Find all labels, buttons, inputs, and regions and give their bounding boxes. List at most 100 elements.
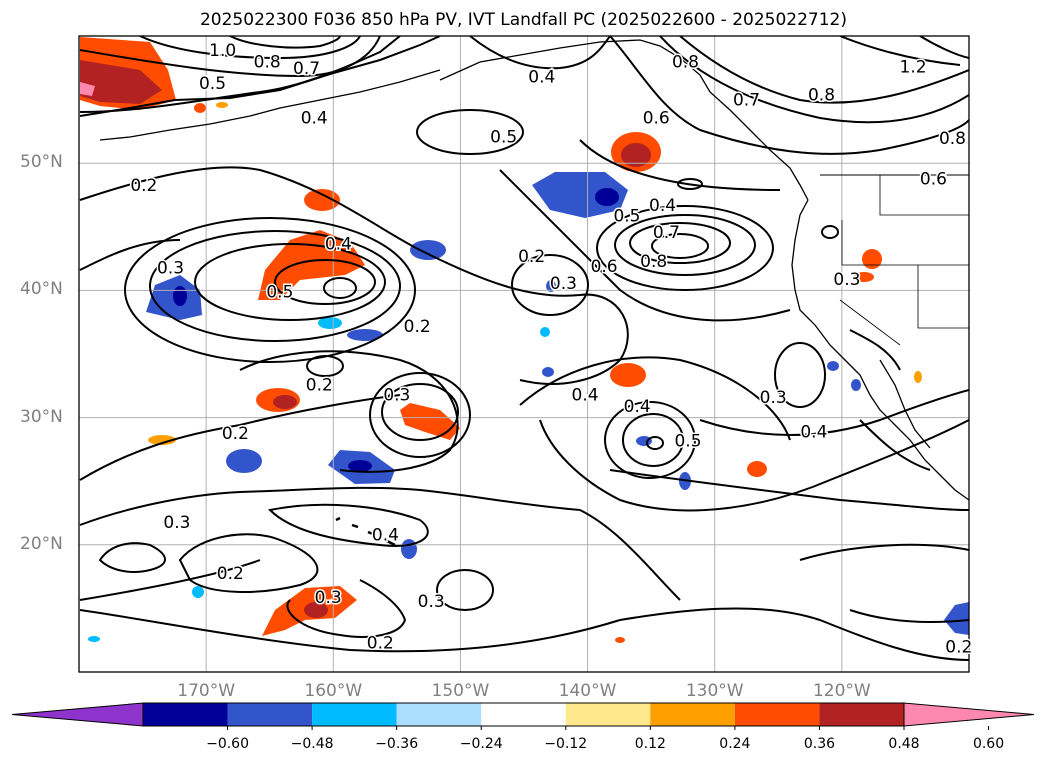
lat-tick-label: 30°N [20,406,63,427]
colorbar-segment [650,703,735,726]
contour-label: 0.6 [591,257,618,277]
colorbar-segment [481,703,566,726]
contour-label: 0.4 [572,386,599,406]
contour-label: 1.0 [209,41,236,61]
contour-label: 0.3 [418,592,445,612]
lon-tick-label: 170°W [177,681,236,701]
contour-label: 0.3 [760,388,787,408]
pv-negative-region [542,367,554,377]
pv-negative-region [88,636,100,642]
contour-label: 0.8 [939,129,966,149]
pv-negative-region [944,602,969,635]
pv-positive-region [216,102,228,108]
colorbar-frame [142,702,905,727]
lat-tick-label: 50°N [20,152,63,173]
colorbar-tick-label: 0.36 [803,736,836,752]
colorbar-tick-label: −0.36 [375,736,419,752]
colorbar-tick-label: −0.12 [544,736,588,752]
contour-label: 0.8 [254,52,281,72]
contour-label: 0.4 [800,423,827,443]
colorbar-tick-label: −0.24 [459,736,503,752]
contour-label: 0.7 [653,223,680,243]
contour-label: 0.8 [672,52,699,72]
contour-label: 0.8 [808,86,835,106]
colorbar-tick-label: −0.48 [290,736,334,752]
contour-label: 0.3 [315,588,342,608]
colorbar-extend-max [903,702,1035,727]
pv-negative-core [348,460,372,472]
colorbar-tick-label: 0.60 [972,736,1005,752]
pv-positive-region [304,189,340,211]
pv-positive-core [621,143,651,167]
pv-positive-region [615,637,625,643]
pv-positive-core [80,60,162,104]
pv-negative-core [595,188,619,206]
contour-label: 0.5 [490,127,517,147]
contour-label: 0.5 [199,74,226,94]
colorbar-segment [819,703,904,726]
pv-negative-region [851,379,861,391]
pv-negative-region [540,327,550,337]
colorbar-segment [312,703,397,726]
lon-tick-label: 160°W [304,681,363,701]
coastlines [99,39,969,547]
contour-label: 0.7 [733,91,760,111]
contour-label: 0.6 [643,108,670,128]
map-frame [78,35,970,673]
gridlines [79,36,969,672]
contour-label: 0.8 [640,252,667,272]
lat-tick-label: 40°N [20,279,63,300]
contour-label: 0.5 [266,283,293,303]
pv-positive-peak [80,82,95,96]
colorbar-segment [143,703,228,726]
contour-label: 0.3 [550,274,577,294]
colorbar-tick-label: 0.12 [634,736,666,752]
pv-positive-region [914,371,922,383]
pv-negative-core [173,286,187,306]
contour-labels: 1.00.8 0.70.50.40.40.51.20.80.70.60.80.20… [129,39,974,659]
pv-positive-region [194,103,206,113]
pv-negative-region [410,240,446,260]
pv-positive-region [610,363,646,387]
lon-tick-label: 120°W [812,681,871,701]
contour-label: 0.2 [518,247,545,267]
colorbar [11,702,1035,730]
colorbar-segment [734,703,820,726]
pv-negative-region [827,361,839,371]
pv-positive-region [148,435,176,445]
contour-label: 0.2 [306,376,333,396]
contour-label: 0.4 [301,108,328,128]
contour-label: 0.3 [157,259,184,279]
contour-label: 0.2 [217,564,244,584]
map-title: 2025022300 F036 850 hPa PV, IVT Landfall… [199,10,847,30]
pv-negative-region [546,280,556,292]
contour-label: 0.4 [624,397,651,417]
contour-label: 0.2 [130,176,157,196]
pv-positive-region [862,249,882,269]
pv-contour-lines [79,36,969,661]
pv-positive-core [304,602,328,618]
contour-label: 0.2 [945,638,972,658]
contour-label: 0.2 [222,424,249,444]
pv-negative-region [318,317,342,329]
lon-tick-label: 140°W [558,681,617,701]
contour-label: 0.2 [404,317,431,337]
contour-label: 0.6 [920,169,947,189]
contour-label: 0.4 [649,196,676,216]
pv-positive-region [258,230,365,300]
lon-tick-label: 150°W [431,681,490,701]
lon-tick-label: 130°W [685,681,744,701]
colorbar-segment [227,703,313,726]
contour-label: 0.5 [613,206,640,226]
pv-positive-core [273,395,297,409]
pv-positive-region [400,403,460,440]
contour-label: 0.7 [293,59,320,79]
pv-negative-region [347,329,383,341]
pv-negative-region [192,586,204,598]
lat-tick-label: 20°N [20,533,63,554]
contour-label: 0.5 [674,431,701,451]
contour-label: 0.3 [383,386,410,406]
contour-label: 0.4 [372,526,399,546]
colorbar-tick-label: 0.48 [888,736,920,752]
